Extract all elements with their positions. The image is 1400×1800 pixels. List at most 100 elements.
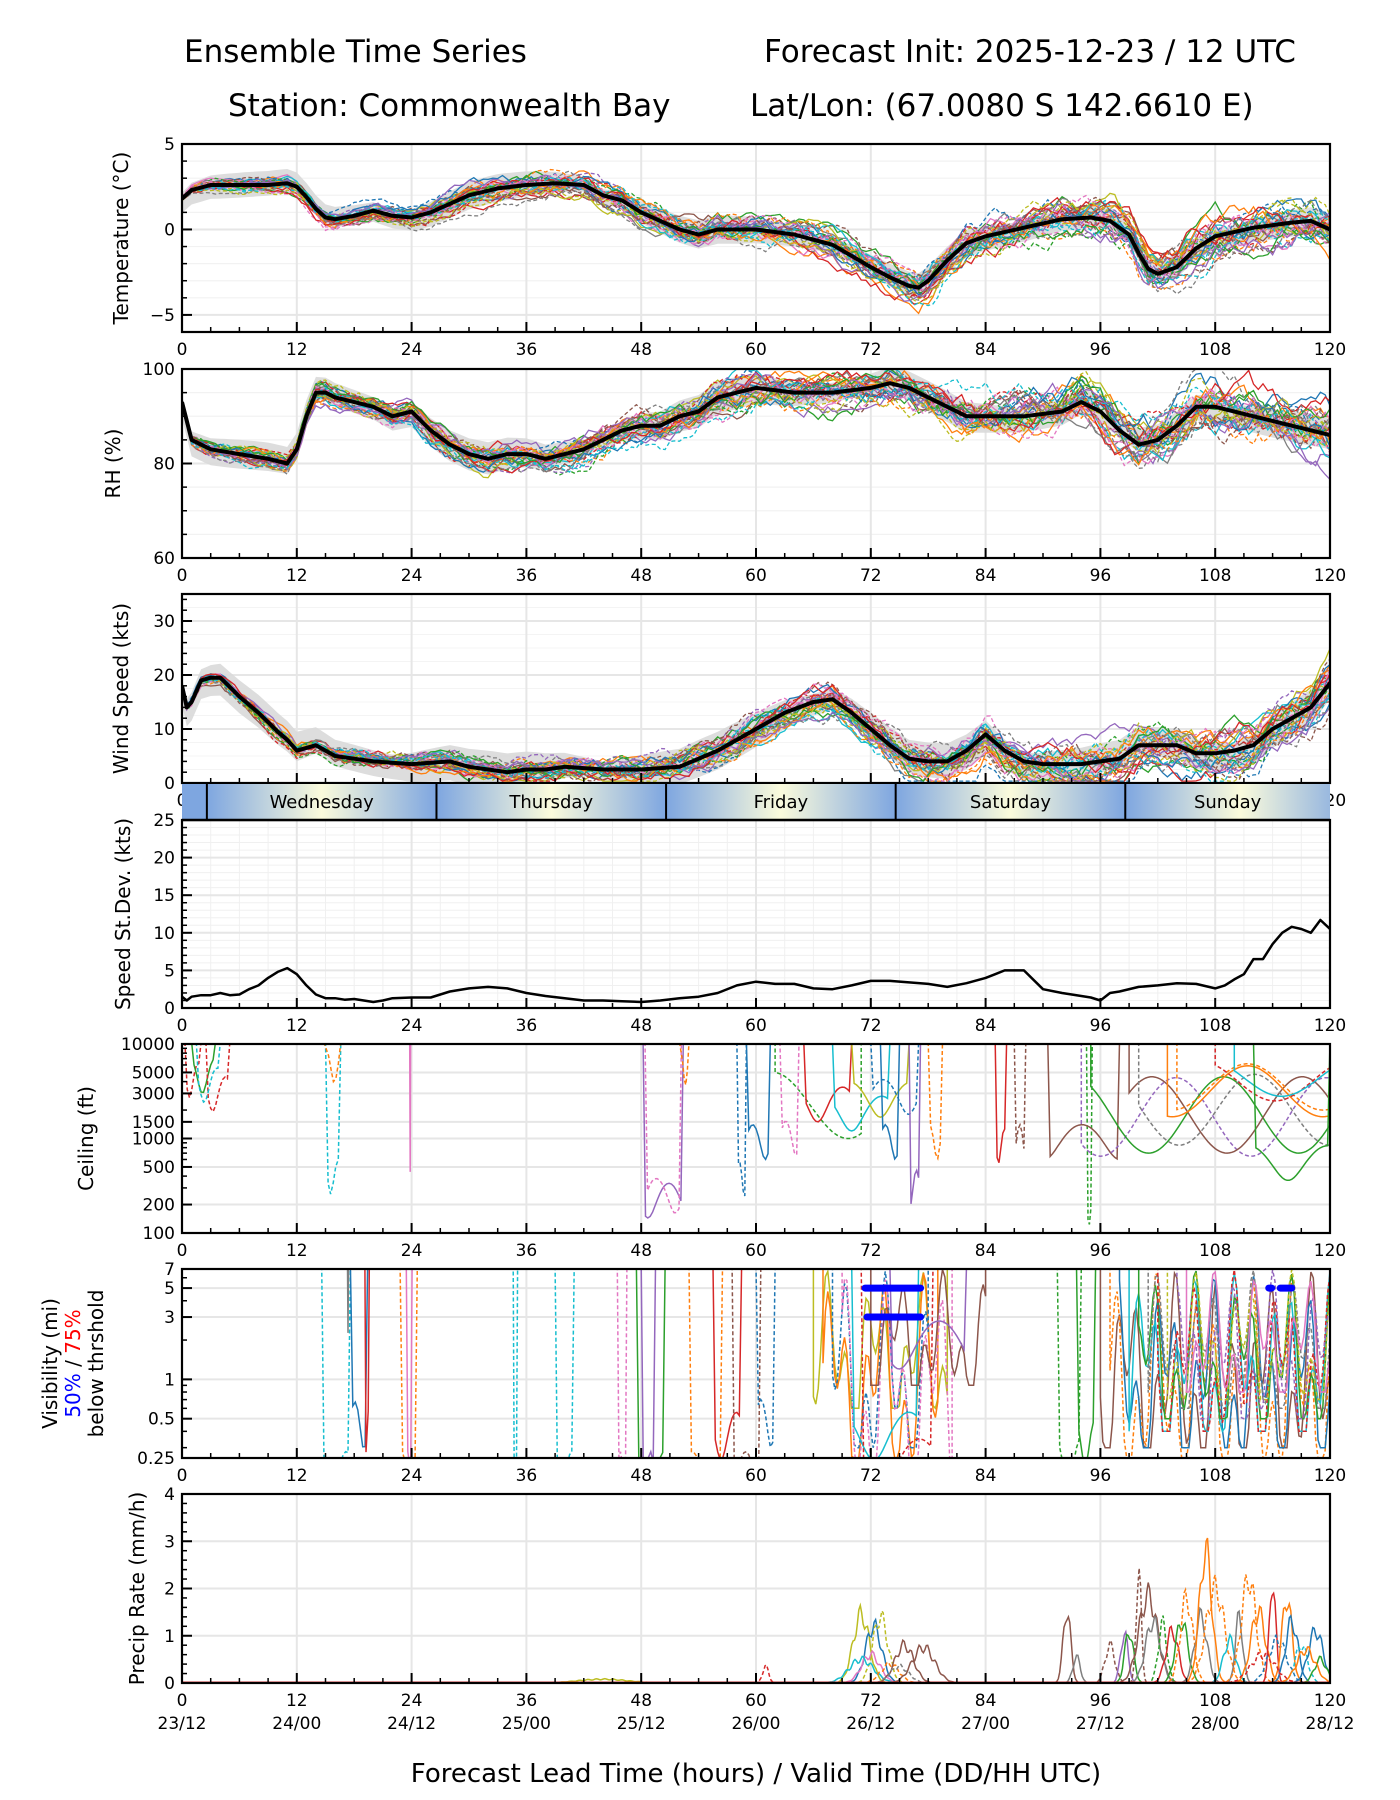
x-tick-label: 108	[1199, 1016, 1231, 1036]
panel-speed_stdev-frame: 0 5 10 15 20 25 0 12 24 36 48 60 72 84 96 108 120	[153, 811, 1346, 1036]
ylabel-group: RH (%)	[101, 429, 125, 499]
visibility-member-line	[554, 1269, 575, 1458]
ensemble-member-line	[182, 173, 1330, 291]
ceiling-member-line	[408, 1044, 412, 1172]
x-tick-label: 120	[1314, 566, 1346, 586]
x-tick-label: 48	[630, 1691, 652, 1711]
y-tick-label: 100	[143, 1224, 175, 1244]
y-axis-label: Speed St.Dev. (kts)	[111, 818, 135, 1010]
day-bar: Wednesday Thursday Friday Saturday Sunday	[182, 784, 1330, 822]
valid-time-label: 23/12	[158, 1714, 207, 1734]
x-tick-label: 108	[1199, 1241, 1231, 1261]
day-bar-cells: Wednesday Thursday Friday Saturday Sunday	[182, 784, 1330, 820]
x-tick-label: 96	[1090, 340, 1112, 360]
x-tick-label: 96	[1090, 566, 1112, 586]
y-tick-label: 10000	[121, 1035, 175, 1055]
panel-ceiling-axes	[181, 1043, 1331, 1234]
x-tick-label: 48	[630, 566, 652, 586]
ensemble-member-line	[182, 186, 1330, 304]
ceiling-member-line	[1080, 1044, 1330, 1157]
x-tick-label: 24	[401, 340, 423, 360]
x-tick-label: 72	[860, 566, 882, 586]
x-tick-label: 96	[1090, 1466, 1112, 1486]
x-tick-label: 12	[286, 566, 308, 586]
y-tick-label: 3	[164, 1532, 175, 1552]
y-tick-label: 2	[164, 1580, 175, 1600]
precip-member-line	[1112, 1633, 1146, 1683]
x-tick-label: 72	[860, 1016, 882, 1036]
x-tick-label: 84	[975, 340, 997, 360]
visibility-ylabel: Visibility (mi) 50% / 75% below thrshold	[38, 1290, 108, 1438]
precip-member-line	[1286, 1626, 1330, 1683]
y-tick-label: 0	[164, 220, 175, 240]
visibility-member-line	[688, 1269, 724, 1458]
day-label: Saturday	[970, 792, 1051, 813]
title-station: Station: Commonwealth Bay	[228, 88, 671, 124]
x-tick-label: 0	[177, 1016, 188, 1036]
visibility-member-line	[712, 1269, 743, 1458]
x-tick-label: 36	[516, 1016, 538, 1036]
x-tick-label: 36	[516, 566, 538, 586]
ceiling-member-line	[1166, 1044, 1330, 1118]
ceiling-member-line	[831, 1044, 891, 1132]
panel-speed_stdev-axes	[181, 819, 1331, 1009]
ensemble-member-line	[182, 665, 1330, 773]
visibility-member-line	[1075, 1269, 1097, 1458]
x-tick-label: 60	[745, 1466, 767, 1486]
x-tick-label: 0	[177, 1691, 188, 1711]
x-tick-label: 120	[1314, 1241, 1346, 1261]
visibility-member-line	[399, 1269, 419, 1458]
precip-member-line	[1267, 1601, 1306, 1683]
title-latlon: Lat/Lon: (67.0080 S 142.6610 E)	[750, 88, 1254, 124]
visibility-member-line	[889, 1269, 968, 1370]
x-tick-label: 108	[1199, 566, 1231, 586]
day-cell	[206, 784, 437, 820]
panel-visibility-data	[320, 1269, 1330, 1458]
x-tick-label: 0	[177, 340, 188, 360]
visibility-member-line	[1176, 1269, 1330, 1420]
y-tick-label: 0	[164, 774, 175, 794]
x-tick-label: 12	[286, 1016, 308, 1036]
x-tick-label: 36	[516, 340, 538, 360]
ensemble-member-line	[182, 669, 1330, 783]
ensemble-member-line	[182, 676, 1330, 781]
x-tick-label: 120	[1314, 340, 1346, 360]
precip-member-line	[851, 1608, 908, 1683]
visibility-member-line	[841, 1269, 953, 1458]
ylabel-group: Wind Speed (kts)	[109, 603, 133, 774]
x-tick-label: 12	[286, 340, 308, 360]
y-axis-label: Ceiling (ft)	[74, 1086, 98, 1191]
x-tick-label: 24	[401, 1691, 423, 1711]
y-tick-label: 1000	[132, 1130, 175, 1150]
y-tick-label: 200	[143, 1196, 175, 1216]
valid-time-label: 25/00	[502, 1714, 551, 1734]
y-tick-label: 3	[164, 1308, 175, 1328]
ylabel-group: Ceiling (ft)	[74, 1086, 98, 1191]
precip-member-line	[1157, 1621, 1206, 1683]
precip-member-line	[753, 1663, 777, 1683]
ensemble-member-line	[182, 385, 1330, 460]
x-tick-label: 120	[1314, 1016, 1346, 1036]
x-tick-label: 60	[745, 566, 767, 586]
x-tick-label: 36	[516, 1691, 538, 1711]
ceiling-member-line	[908, 1044, 922, 1204]
ceiling-member-line	[851, 1044, 910, 1118]
y-tick-label: 1	[164, 1370, 175, 1390]
y-tick-label: 0.25	[137, 1449, 175, 1469]
ceiling-member-line	[745, 1044, 772, 1161]
y-tick-label: 0	[164, 999, 175, 1019]
precip-member-line	[842, 1617, 905, 1683]
title-forecast-init: Forecast Init: 2025-12-23 / 12 UTC	[764, 34, 1296, 70]
x-tick-label: 108	[1199, 340, 1231, 360]
x-tick-label: 48	[630, 1466, 652, 1486]
valid-time-label: 27/00	[961, 1714, 1010, 1734]
x-tick-label: 72	[860, 1691, 882, 1711]
precip-member-line	[1179, 1574, 1250, 1683]
ceiling-member-line	[927, 1044, 944, 1161]
panel-ceiling-data	[184, 1044, 1330, 1225]
day-cell	[1125, 784, 1330, 820]
visibility-member-line	[831, 1269, 929, 1449]
